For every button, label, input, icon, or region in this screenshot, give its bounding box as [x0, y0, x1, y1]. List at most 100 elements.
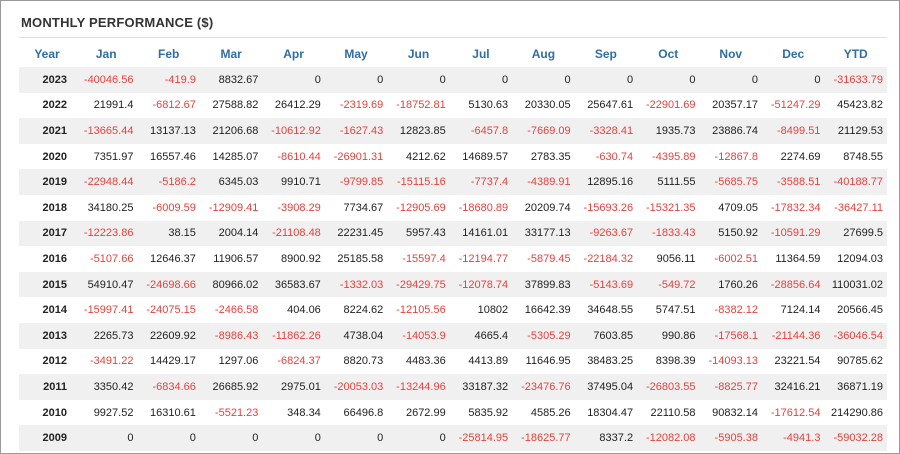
ytd-cell: 36871.19	[824, 374, 887, 400]
column-header-jun: Jun	[407, 47, 430, 61]
month-value-cell: 2672.99	[387, 399, 450, 426]
month-value-cell: 0	[324, 425, 388, 451]
column-header-oct: Oct	[658, 47, 679, 61]
year-cell: 2014	[19, 297, 75, 323]
month-value-cell: -12223.86	[75, 220, 138, 247]
month-value-cell: -2319.69	[324, 92, 388, 119]
month-value-cell: 22609.92	[137, 322, 200, 349]
month-value-cell: 5150.92	[699, 220, 762, 247]
month-value-cell: 32416.21	[761, 374, 825, 400]
month-value-cell: -8499.51	[761, 118, 825, 144]
ytd-cell: 12094.03	[824, 246, 887, 272]
month-value-cell: 7734.67	[324, 194, 388, 221]
table-row: 2022 21991.4 -6812.67 27588.82 26412.29 -2319…	[19, 92, 887, 119]
column-header-feb: Feb	[158, 47, 180, 61]
month-value-cell: -18625.77	[512, 425, 575, 451]
month-value-cell: 4709.05	[699, 194, 762, 221]
month-value-cell: -6457.8	[449, 118, 513, 144]
panel-title: MONTHLY PERFORMANCE ($)	[21, 15, 214, 30]
month-value-cell: 990.86	[637, 322, 700, 349]
month-value-cell: 22110.58	[637, 399, 700, 426]
month-value-cell: 11646.95	[512, 348, 575, 375]
month-value-cell: 4585.26	[512, 399, 575, 426]
month-value-cell: -29429.75	[387, 271, 450, 298]
month-value-cell: -17568.1	[699, 322, 762, 349]
month-value-cell: 20357.17	[699, 92, 762, 119]
month-value-cell: 14285.07	[199, 143, 263, 170]
month-value-cell: -2466.58	[199, 297, 263, 323]
month-value-cell: 38483.25	[574, 348, 638, 375]
month-value-cell: 3350.42	[75, 374, 138, 400]
month-value-cell: 0	[449, 67, 513, 93]
month-value-cell: -419.9	[137, 67, 200, 93]
year-cell: 2018	[19, 194, 75, 221]
table-row: 2020 7351.97 16557.46 14285.07 -8610.44 -2690…	[19, 143, 887, 170]
ytd-cell: 20566.45	[824, 297, 887, 323]
month-value-cell: -7669.09	[512, 118, 575, 144]
month-value-cell: -10612.92	[262, 118, 325, 144]
month-value-cell: 8900.92	[262, 246, 325, 272]
month-value-cell: 12895.16	[574, 169, 638, 195]
column-header-jan: Jan	[95, 47, 117, 61]
column-header-nov: Nov	[719, 47, 743, 61]
month-value-cell: 6345.03	[199, 169, 263, 195]
year-cell: 2017	[19, 220, 75, 247]
month-value-cell: -3328.41	[574, 118, 638, 144]
month-value-cell: -4389.91	[512, 169, 575, 195]
table-header: Year Jan Feb Mar Apr May Jun Jul Aug Sep Oct Nov Dec…	[19, 41, 887, 67]
month-value-cell: -15115.16	[387, 169, 450, 195]
month-value-cell: -6834.66	[137, 374, 200, 400]
month-value-cell: 21206.68	[199, 118, 263, 144]
ytd-cell: -36046.54	[824, 322, 887, 349]
month-value-cell: -23476.76	[512, 374, 575, 400]
column-header-mar: Mar	[220, 47, 242, 61]
month-value-cell: -25814.95	[449, 425, 513, 451]
month-value-cell: -1627.43	[324, 118, 388, 144]
month-value-cell: -6824.37	[262, 348, 325, 375]
year-cell: 2009	[19, 425, 75, 451]
month-value-cell: 23221.54	[761, 348, 825, 375]
month-value-cell: 0	[137, 425, 200, 451]
month-value-cell: 25647.61	[574, 92, 638, 119]
month-value-cell: 23886.74	[699, 118, 762, 144]
month-value-cell: -630.74	[574, 143, 638, 170]
month-value-cell: 13137.13	[137, 118, 200, 144]
month-value-cell: -6009.59	[137, 194, 200, 221]
month-value-cell: 26685.92	[199, 374, 263, 400]
month-value-cell: -18680.89	[449, 194, 513, 221]
month-value-cell: 90832.14	[699, 399, 762, 426]
year-cell: 2010	[19, 399, 75, 426]
month-value-cell: -51247.29	[761, 92, 825, 119]
month-value-cell: -3588.51	[761, 169, 825, 195]
month-value-cell: 0	[262, 67, 325, 93]
month-value-cell: 8832.67	[199, 67, 263, 93]
month-value-cell: -8382.12	[699, 297, 762, 323]
month-value-cell: 8398.39	[637, 348, 700, 375]
month-value-cell: -8825.77	[699, 374, 762, 400]
month-value-cell: 1297.06	[199, 348, 263, 375]
month-value-cell: 16310.61	[137, 399, 200, 426]
month-value-cell: -12905.69	[387, 194, 450, 221]
table-row: 2018 34180.25 -6009.59 -12909.41 -3908.29 773…	[19, 194, 887, 221]
month-value-cell: 2975.01	[262, 374, 325, 400]
month-value-cell: -21108.48	[262, 220, 325, 247]
table-row: 2023 -40046.56 -419.9 8832.67 0 0 0 0 0 0 0 0 0 -3163…	[19, 67, 887, 93]
month-value-cell: -17612.54	[761, 399, 825, 426]
year-cell: 2019	[19, 169, 75, 195]
month-value-cell: 0	[75, 425, 138, 451]
month-value-cell: -5521.23	[199, 399, 263, 426]
month-value-cell: 12646.37	[137, 246, 200, 272]
month-value-cell: -22901.69	[637, 92, 700, 119]
month-value-cell: 7351.97	[75, 143, 138, 170]
month-value-cell: 27588.82	[199, 92, 263, 119]
ytd-cell: -31633.79	[824, 67, 887, 93]
month-value-cell: -3908.29	[262, 194, 325, 221]
month-value-cell: -9263.67	[574, 220, 638, 247]
month-value-cell: 1935.73	[637, 118, 700, 144]
month-value-cell: -40046.56	[75, 67, 138, 93]
ytd-cell: 110031.02	[824, 271, 887, 298]
ytd-cell: 90785.62	[824, 348, 887, 375]
month-value-cell: 10802	[449, 297, 513, 323]
month-value-cell: -12867.8	[699, 143, 762, 170]
column-header-year: Year	[34, 47, 60, 61]
